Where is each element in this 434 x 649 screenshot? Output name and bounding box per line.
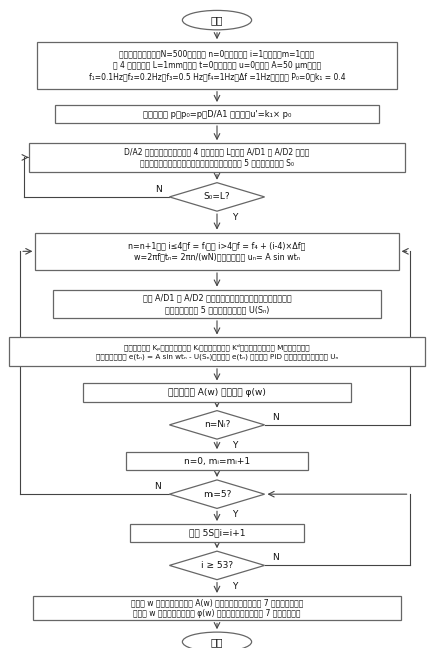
Text: 读取比例系数 Kₚ，积分时间常数 Kᵢ，微分时间常数 Kᵈ，积分部分初始値 M，计算设定値
与反馈値的误差 e(tₙ) = A sin wtₙ - U(Sₙ)，: 读取比例系数 Kₚ，积分时间常数 Kᵢ，微分时间常数 Kᵈ，积分部分初始値 M，… — [96, 344, 338, 360]
FancyBboxPatch shape — [37, 42, 397, 89]
Polygon shape — [169, 551, 265, 580]
Text: n=0, mᵢ=mᵢ+1: n=0, mᵢ=mᵢ+1 — [184, 457, 250, 465]
FancyBboxPatch shape — [33, 596, 401, 620]
Text: 结束: 结束 — [211, 637, 223, 647]
Ellipse shape — [182, 632, 252, 649]
Polygon shape — [169, 411, 265, 439]
Text: D/A2 通道送出信号，活塞杆 4 初始外伸量 L，扫描 A/D1 和 A/D2 通道，
将测得値输入等效位移转换模块，输出并记录活塞 5 的等效初始位移 S₀: D/A2 通道送出信号，活塞杆 4 初始外伸量 L，扫描 A/D1 和 A/D2… — [124, 147, 310, 167]
Text: Y: Y — [232, 213, 237, 222]
Text: Y: Y — [232, 441, 237, 450]
Text: 开始: 开始 — [211, 15, 223, 25]
Polygon shape — [169, 480, 265, 508]
Polygon shape — [169, 182, 265, 211]
Text: N: N — [272, 413, 279, 422]
FancyBboxPatch shape — [126, 452, 308, 471]
FancyBboxPatch shape — [35, 232, 399, 270]
Text: N: N — [154, 482, 161, 491]
Text: Y: Y — [232, 582, 237, 591]
Text: mᵢ=5?: mᵢ=5? — [203, 490, 231, 498]
Text: 读取输入値 p，p₀=p，D/A1 通道送出u'=k₁× p₀: 读取输入値 p，p₀=p，D/A1 通道送出u'=k₁× p₀ — [143, 110, 291, 119]
FancyBboxPatch shape — [53, 289, 381, 318]
Text: n=n+1，若 i≤4，f = fᵢ；若 i>4，f = f₄ + (i-4)×Δf，
w=2πf，tₙ= 2πn/(wN)，计算设定値 uₙ= A sin w: n=n+1，若 i≤4，f = fᵢ；若 i>4，f = f₄ + (i-4)×… — [128, 241, 306, 262]
FancyBboxPatch shape — [131, 524, 303, 542]
Text: 等待 5S，i=i+1: 等待 5S，i=i+1 — [189, 528, 245, 537]
Text: 计算幅値比 A(w) 和相位差 φ(w): 计算幅値比 A(w) 和相位差 φ(w) — [168, 388, 266, 397]
Ellipse shape — [182, 10, 252, 30]
Text: N: N — [155, 185, 162, 193]
Text: 以频率 w 为横坐标和幅値比 A(w) 为纵坐标，绘制液压缸 7 幅频特性曲线；
以频率 w 为横坐标和相位差 φ(w) 为纵坐标，绘制液压缸 7 相频特性曲线: 以频率 w 为横坐标和幅値比 A(w) 为纵坐标，绘制液压缸 7 幅频特性曲线；… — [131, 598, 303, 618]
FancyBboxPatch shape — [83, 384, 351, 402]
Text: 扫描 A/D1 和 A/D2 通道，将测得値输入等效位移转换模块，
输出并记录活塞 5 的等效位移反馈値 U(Sₙ): 扫描 A/D1 和 A/D2 通道，将测得値输入等效位移转换模块， 输出并记录活… — [143, 293, 291, 314]
FancyBboxPatch shape — [10, 337, 424, 366]
Text: 初始化变量，采样点N=500，计数点 n=0，频率计数 i=1，周期数m=1，活塞
杆 4 初始外伸量 L=1mm，时刻 t=0，控制电压 u=0，幅値 A=5: 初始化变量，采样点N=500，计数点 n=0，频率计数 i=1，周期数m=1，活… — [89, 49, 345, 81]
Text: i ≥ 53?: i ≥ 53? — [201, 561, 233, 570]
Text: S₀=L?: S₀=L? — [204, 192, 230, 201]
Text: N: N — [272, 553, 279, 562]
FancyBboxPatch shape — [55, 105, 379, 123]
FancyBboxPatch shape — [29, 143, 405, 172]
Text: Y: Y — [232, 510, 237, 519]
Text: n=Nᵢ?: n=Nᵢ? — [204, 421, 230, 430]
